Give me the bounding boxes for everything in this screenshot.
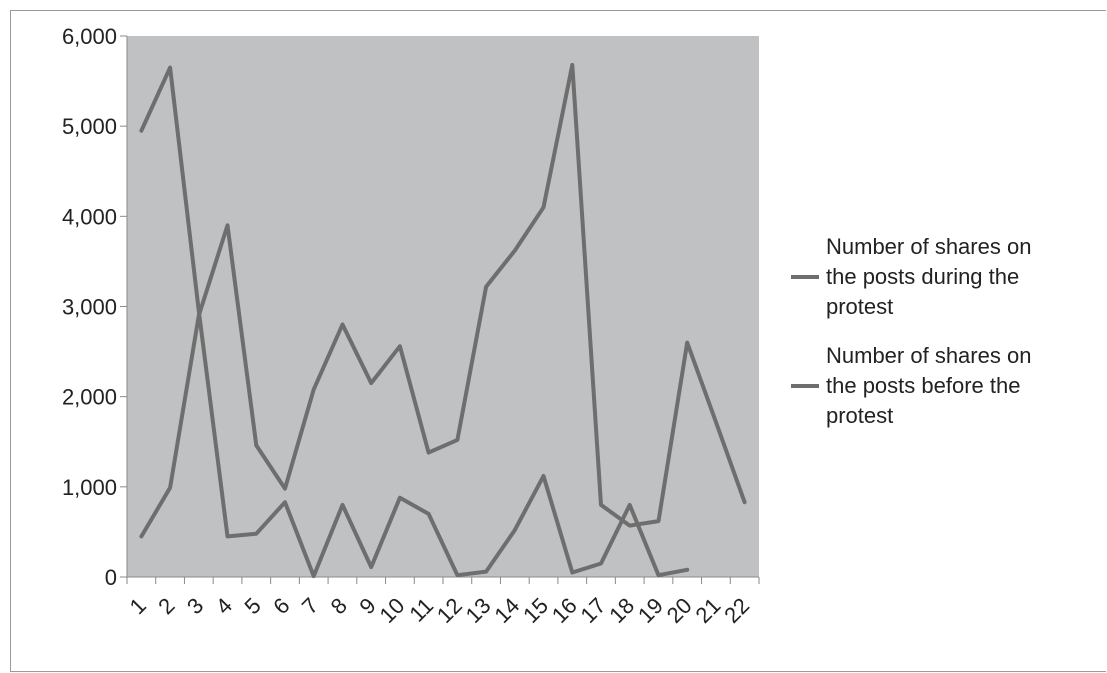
legend-label-1: Number of shares on — [826, 234, 1031, 259]
legend-label-2: Number of shares on — [826, 343, 1031, 368]
plot-area — [127, 36, 759, 577]
y-tick-label: 4,000 — [62, 204, 117, 229]
legend-label-1: protest — [826, 294, 893, 319]
x-tick-label: 8 — [326, 593, 352, 619]
x-tick-label: 4 — [211, 593, 237, 619]
x-tick-label: 7 — [297, 593, 323, 619]
figure-frame — [10, 10, 1106, 672]
y-tick-label: 1,000 — [62, 475, 117, 500]
series-line-1 — [139, 65, 690, 579]
y-tick-label: 2,000 — [62, 385, 117, 410]
x-tick-label: 5 — [239, 593, 265, 619]
legend: Number of shares on the posts during the p… — [791, 234, 1031, 428]
x-tick-label: 3 — [182, 593, 208, 619]
series-layer — [139, 62, 747, 579]
y-tick-label: 6,000 — [62, 24, 117, 49]
x-tick-label: 10 — [374, 593, 409, 628]
legend-label-2: the posts before the — [826, 373, 1020, 398]
series-line-2 — [139, 62, 747, 539]
y-tick-label: 3,000 — [62, 295, 117, 320]
legend-label-2: protest — [826, 403, 893, 428]
x-tick-label: 9 — [354, 593, 380, 619]
legend-label-1: the posts during the — [826, 264, 1019, 289]
x-tick-label: 1 — [125, 593, 151, 619]
y-tick-label: 5,000 — [62, 114, 117, 139]
x-tick-label: 22 — [719, 593, 754, 628]
x-tick-label: 6 — [268, 593, 294, 619]
x-tick-label: 2 — [153, 593, 179, 619]
y-tick-label: 0 — [105, 565, 117, 590]
